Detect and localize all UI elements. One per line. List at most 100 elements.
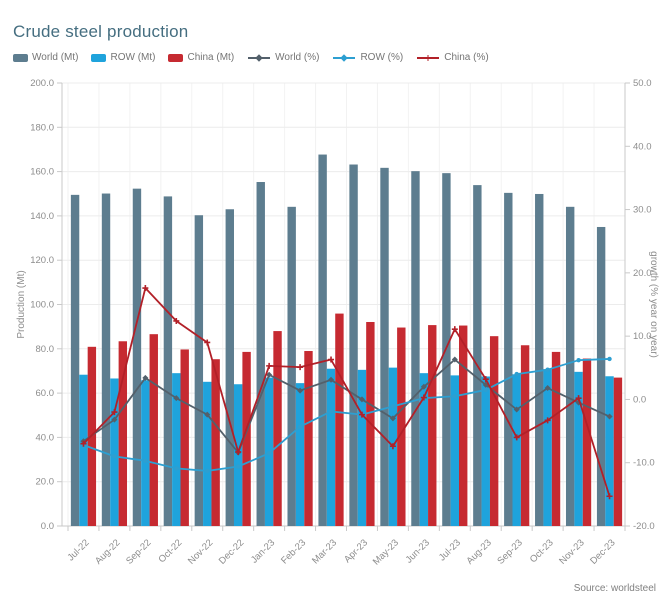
legend-item-china-mt-[interactable]: China (Mt) — [168, 52, 234, 63]
legend-item-world-mt-[interactable]: World (Mt) — [13, 52, 78, 63]
legend-line-swatch — [248, 53, 271, 62]
legend-item-row-[interactable]: ROW (%) — [332, 52, 403, 63]
legend-item-china-[interactable]: China (%) — [416, 52, 489, 63]
line-series-china- — [80, 285, 613, 500]
bar — [180, 349, 189, 526]
right-axis-tick-label: -10.0 — [633, 458, 655, 469]
diamond-marker — [142, 374, 149, 381]
bar — [450, 375, 460, 526]
circle-marker — [545, 367, 550, 372]
line-path — [83, 358, 610, 472]
bar — [149, 334, 158, 526]
bar — [101, 193, 111, 526]
bar — [605, 376, 614, 526]
x-axis-category-label: Jul-23 — [437, 537, 463, 563]
chart-legend: World (Mt) ROW (Mt) China (Mt) World (%) ROW… — [13, 52, 489, 63]
plus-marker — [420, 394, 427, 401]
x-axis-category-label: Oct-22 — [156, 537, 184, 565]
right-axis-title: growth (% year on year) — [648, 251, 659, 358]
left-axis-tick-label: 100.0 — [30, 300, 54, 311]
left-axis-tick-label: 140.0 — [30, 211, 54, 222]
bar — [256, 182, 265, 526]
bar — [141, 380, 150, 526]
bar — [411, 171, 420, 527]
x-axis-category-label: Dec-23 — [588, 537, 617, 566]
legend-bar-swatch — [168, 53, 184, 62]
bar-series-china-mt- — [87, 313, 623, 526]
bar — [172, 373, 181, 526]
plus-marker — [358, 411, 365, 418]
diamond-marker — [297, 387, 304, 394]
circle-marker — [112, 454, 117, 459]
diamond-marker — [358, 396, 365, 403]
bar — [613, 377, 623, 526]
x-axis-category-label: Nov-23 — [557, 537, 586, 566]
bar — [335, 313, 344, 526]
legend-bar-swatch — [13, 53, 28, 62]
bar — [273, 331, 282, 526]
left-axis-tick-label: 180.0 — [30, 122, 54, 133]
diamond-marker — [328, 376, 335, 383]
bar — [211, 359, 220, 526]
bar — [326, 368, 336, 526]
bar — [295, 383, 305, 526]
circle-marker — [483, 387, 488, 393]
right-axis-tick-label: 50.0 — [633, 78, 652, 89]
bar — [118, 341, 128, 526]
line-path — [82, 287, 611, 497]
legend-label: World (%) — [275, 52, 320, 63]
right-axis-tick-label: 0.0 — [633, 394, 646, 405]
legend-label: ROW (Mt) — [110, 52, 156, 63]
left-axis-tick-label: 200.0 — [30, 78, 54, 89]
bar — [225, 209, 234, 526]
plus-marker — [297, 364, 304, 371]
x-axis-category-label: Oct-23 — [528, 537, 556, 565]
bar — [318, 154, 327, 526]
legend-line-swatch — [333, 53, 356, 62]
bar — [520, 345, 530, 526]
plus-marker — [606, 493, 613, 500]
diamond-marker — [606, 413, 613, 420]
diamond-marker — [451, 356, 458, 363]
bar — [574, 371, 583, 526]
plus-marker — [142, 285, 149, 292]
x-axis-category-label: Feb-23 — [279, 537, 308, 566]
bar — [349, 164, 358, 526]
x-axis-category-label: May-23 — [371, 537, 401, 567]
bar — [428, 325, 437, 526]
line-series-world- — [80, 356, 613, 456]
bar — [481, 376, 490, 526]
circle-marker — [576, 357, 581, 363]
bar — [504, 192, 513, 526]
legend-item-row-mt-[interactable]: ROW (Mt) — [91, 52, 155, 63]
left-axis-tick-label: 80.0 — [36, 344, 55, 355]
circle-marker — [328, 409, 334, 414]
bar — [419, 373, 429, 526]
bar — [397, 327, 406, 526]
plus-marker — [173, 317, 180, 324]
circle-marker — [297, 424, 303, 429]
left-axis-tick-label: 40.0 — [36, 432, 55, 443]
x-axis-category-label: Jul-22 — [66, 537, 92, 563]
circle-marker — [514, 371, 519, 377]
diamond-marker — [513, 406, 520, 413]
bar — [535, 193, 544, 526]
x-axis-category-label: Apr-23 — [342, 537, 370, 565]
legend-line-swatch — [417, 54, 440, 61]
lines-layer — [80, 285, 613, 500]
circle-marker — [143, 458, 148, 464]
left-axis-title: Production (Mt) — [16, 270, 27, 338]
plus-marker — [328, 356, 335, 363]
bar — [551, 351, 561, 526]
bar — [380, 167, 389, 526]
x-axis-category-label: Mar-23 — [310, 537, 339, 566]
bar — [473, 185, 482, 526]
bar — [582, 358, 592, 526]
plus-marker — [80, 440, 87, 447]
circle-marker — [205, 468, 210, 474]
plus-marker — [111, 409, 118, 416]
legend-item-world-[interactable]: World (%) — [247, 52, 319, 63]
circle-marker — [174, 466, 179, 471]
right-axis-tick-label: 20.0 — [633, 268, 652, 279]
